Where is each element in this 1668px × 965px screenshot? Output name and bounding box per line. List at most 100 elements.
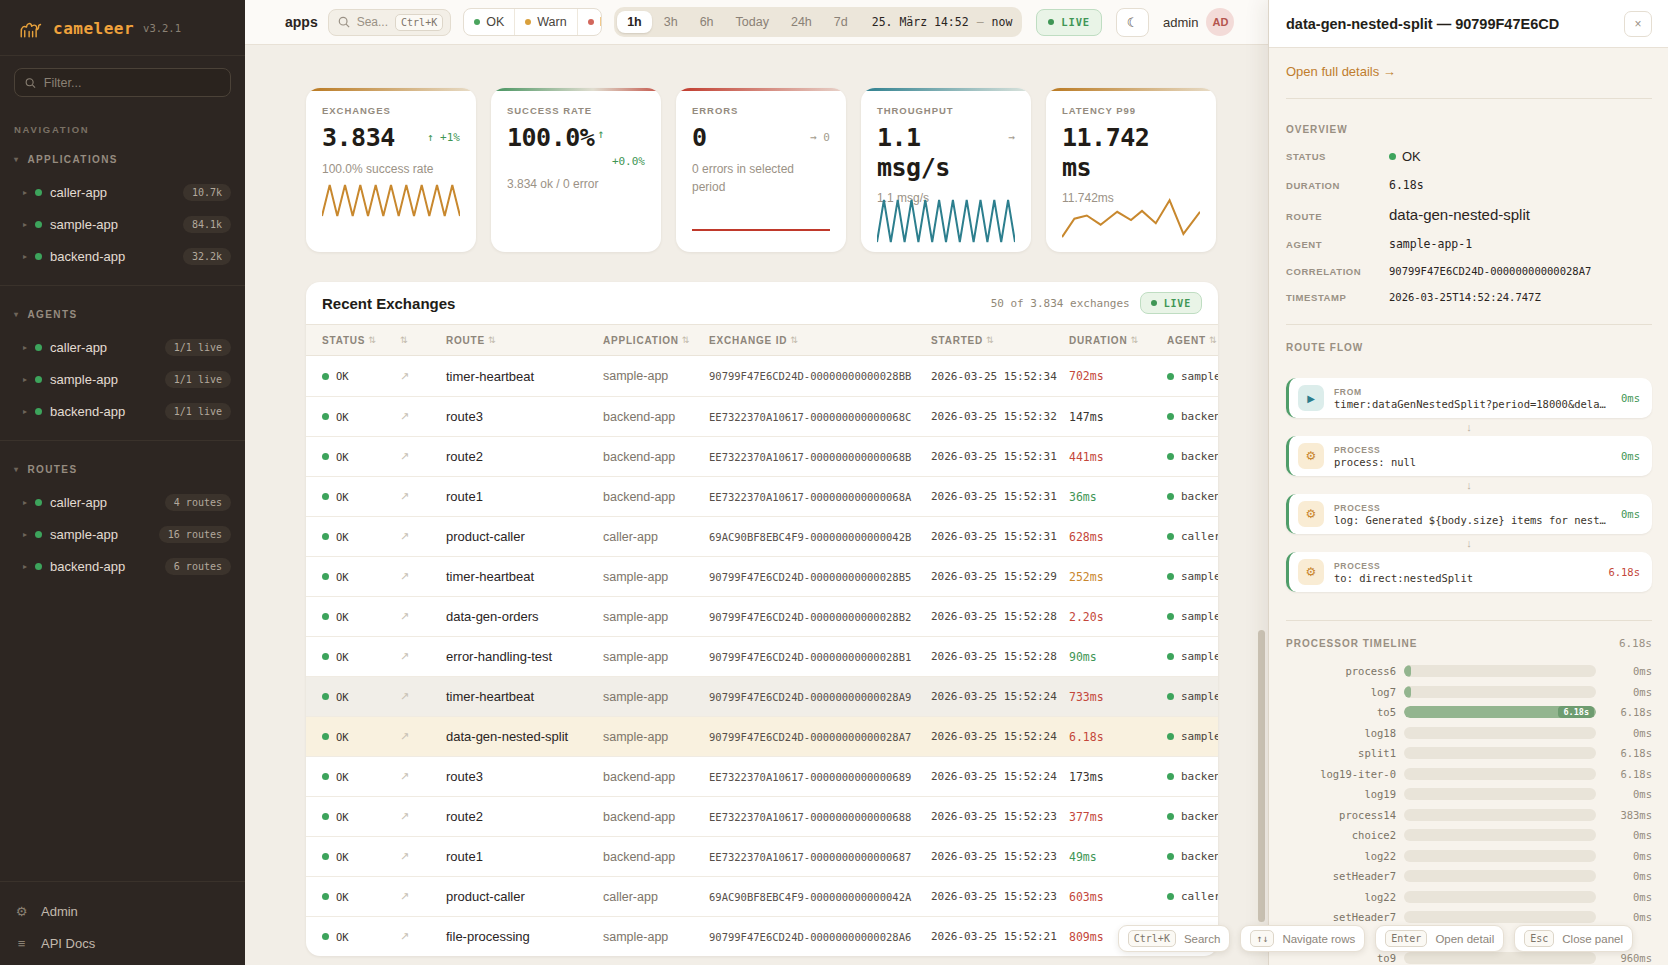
sidebar-item[interactable]: ▸ backend-app 6 routes [0, 550, 245, 582]
external-link-icon[interactable]: ↗ [400, 610, 409, 622]
table-row[interactable]: OK ↗ data-gen-nested-split sample-app 90… [306, 716, 1218, 756]
row-status: OK [336, 891, 349, 903]
date-range[interactable]: 25. März 14:52—now [872, 15, 1013, 29]
open-full-details-link[interactable]: Open full details → [1286, 64, 1652, 79]
status-dot [322, 773, 329, 780]
timeline-processor-name: log22 [1286, 850, 1396, 862]
external-link-icon[interactable]: ↗ [400, 490, 409, 502]
process-icon: ⚙ [1298, 501, 1324, 527]
table-row[interactable]: OK ↗ route2 backend-app EE7322370A10617-… [306, 796, 1218, 836]
external-link-icon[interactable]: ↗ [400, 810, 409, 822]
status-filter[interactable]: E [578, 9, 603, 35]
range-button[interactable]: Today [726, 11, 779, 33]
sidebar-item[interactable]: ▸ backend-app 1/1 live [0, 395, 245, 427]
table-row[interactable]: OK ↗ timer-heartbeat sample-app 90799F47… [306, 676, 1218, 716]
close-panel-button[interactable]: × [1624, 11, 1652, 37]
column-header[interactable]: AGENT⇅ [1167, 335, 1218, 346]
sidebar-item[interactable]: ▸ caller-app 4 routes [0, 486, 245, 518]
live-toggle[interactable]: LIVE [1036, 9, 1102, 36]
main-scrollbar-thumb[interactable] [1258, 630, 1265, 922]
filter-input[interactable] [44, 76, 220, 90]
external-link-icon[interactable]: ↗ [400, 930, 409, 942]
sidebar-footer-item[interactable]: ≡ API Docs [0, 927, 245, 959]
moon-icon: ☾ [1127, 15, 1139, 30]
theme-toggle-button[interactable]: ☾ [1116, 8, 1149, 37]
sidebar-item[interactable]: ▸ backend-app 32.2k [0, 240, 245, 272]
timeline-duration: 0ms [1604, 686, 1652, 698]
table-row[interactable]: OK ↗ error-handling-test sample-app 9079… [306, 636, 1218, 676]
external-link-icon[interactable]: ↗ [400, 650, 409, 662]
table-row[interactable]: OK ↗ route3 backend-app EE7322370A10617-… [306, 396, 1218, 436]
route-flow-step[interactable]: ⚙ PROCESS log: Generated ${body.size} it… [1286, 494, 1652, 534]
stat-card-label: THROUGHPUT [877, 105, 1015, 116]
chevron-right-icon: ▸ [23, 252, 27, 261]
column-header[interactable]: APPLICATION⇅ [603, 335, 709, 346]
column-header[interactable]: EXCHANGE ID⇅ [709, 335, 931, 346]
timeline-bar-track [1404, 870, 1596, 882]
timeline-bar-fill [1404, 665, 1411, 677]
table-row[interactable]: OK ↗ timer-heartbeat sample-app 90799F47… [306, 556, 1218, 596]
column-header[interactable]: ⇅ [384, 335, 446, 345]
filter-input-box[interactable] [14, 68, 231, 97]
column-header[interactable]: ROUTE⇅ [446, 335, 603, 346]
external-link-icon[interactable]: ↗ [400, 850, 409, 862]
external-link-icon[interactable]: ↗ [400, 570, 409, 582]
chevron-right-icon: ▸ [23, 375, 27, 384]
sidebar-section-header[interactable]: ▾ APPLICATIONS [0, 135, 245, 176]
sidebar-item[interactable]: ▸ sample-app 16 routes [0, 518, 245, 550]
status-filter[interactable]: OK [464, 9, 515, 35]
range-button[interactable]: 1h [617, 11, 652, 33]
range-button[interactable]: 6h [690, 11, 724, 33]
avatar[interactable]: AD [1206, 8, 1234, 36]
table-row[interactable]: OK ↗ route2 backend-app EE7322370A10617-… [306, 436, 1218, 476]
sidebar-item[interactable]: ▸ sample-app 1/1 live [0, 363, 245, 395]
row-agent: backen [1181, 810, 1218, 823]
range-button[interactable]: 24h [781, 11, 822, 33]
sidebar-section-header[interactable]: ▾ ROUTES [0, 445, 245, 486]
search-box[interactable]: Sea... Ctrl+K [328, 9, 451, 36]
table-row[interactable]: OK ↗ route1 backend-app EE7322370A10617-… [306, 836, 1218, 876]
route-flow-step[interactable]: ▶ FROM timer:dataGenNestedSplit?period=1… [1286, 378, 1652, 418]
external-link-icon[interactable]: ↗ [400, 730, 409, 742]
route-flow-step[interactable]: ⚙ PROCESS process: null 0ms [1286, 436, 1652, 476]
sidebar-item[interactable]: ▸ caller-app 1/1 live [0, 331, 245, 363]
route-flow-step[interactable]: ⚙ PROCESS to: direct:nestedSplit 6.18s [1286, 552, 1652, 592]
table-row[interactable]: OK ↗ route1 backend-app EE7322370A10617-… [306, 476, 1218, 516]
external-link-icon[interactable]: ↗ [400, 890, 409, 902]
column-header[interactable]: DURATION⇅ [1069, 335, 1167, 346]
sort-icon: ⇅ [682, 335, 690, 345]
table-row[interactable]: OK ↗ data-gen-orders sample-app 90799F47… [306, 596, 1218, 636]
table-row[interactable]: OK ↗ product-caller caller-app 69AC90BF8… [306, 876, 1218, 916]
external-link-icon[interactable]: ↗ [400, 530, 409, 542]
sidebar-item-label: caller-app [50, 185, 107, 200]
sidebar-item[interactable]: ▸ caller-app 10.7k [0, 176, 245, 208]
overview-key: DURATION [1286, 180, 1389, 191]
range-button[interactable]: 7d [824, 11, 858, 33]
row-status: OK [336, 370, 349, 382]
column-header[interactable]: STARTED⇅ [931, 335, 1069, 346]
table-row[interactable]: OK ↗ product-caller caller-app 69AC90BF8… [306, 516, 1218, 556]
table-header-row: STATUS⇅⇅ROUTE⇅APPLICATION⇅EXCHANGE ID⇅ST… [306, 324, 1218, 356]
sidebar-item[interactable]: ▸ sample-app 84.1k [0, 208, 245, 240]
sidebar-section-header[interactable]: ▾ AGENTS [0, 290, 245, 331]
external-link-icon[interactable]: ↗ [400, 770, 409, 782]
range-button[interactable]: 3h [654, 11, 688, 33]
overview-value: OK [1389, 149, 1421, 164]
row-agent: backen [1181, 850, 1218, 863]
table-row[interactable]: OK ↗ timer-heartbeat sample-app 90799F47… [306, 356, 1218, 396]
status-dot [322, 573, 329, 580]
external-link-icon[interactable]: ↗ [400, 690, 409, 702]
table-row[interactable]: OK ↗ route3 backend-app EE7322370A10617-… [306, 756, 1218, 796]
row-agent: caller [1181, 530, 1218, 543]
external-link-icon[interactable]: ↗ [400, 450, 409, 462]
column-header[interactable]: STATUS⇅ [306, 335, 384, 346]
sidebar-footer-item[interactable]: ⚙ Admin [0, 895, 245, 927]
table-row[interactable]: OK ↗ file-processing sample-app 90799F47… [306, 916, 1218, 956]
status-dot [35, 563, 42, 570]
flow-step-text: to: direct:nestedSplit [1334, 572, 1598, 584]
external-link-icon[interactable]: ↗ [400, 370, 409, 382]
external-link-icon[interactable]: ↗ [400, 410, 409, 422]
row-agent: sample [1181, 730, 1218, 743]
status-filter[interactable]: Warn [515, 9, 577, 35]
row-application: backend-app [603, 410, 709, 424]
